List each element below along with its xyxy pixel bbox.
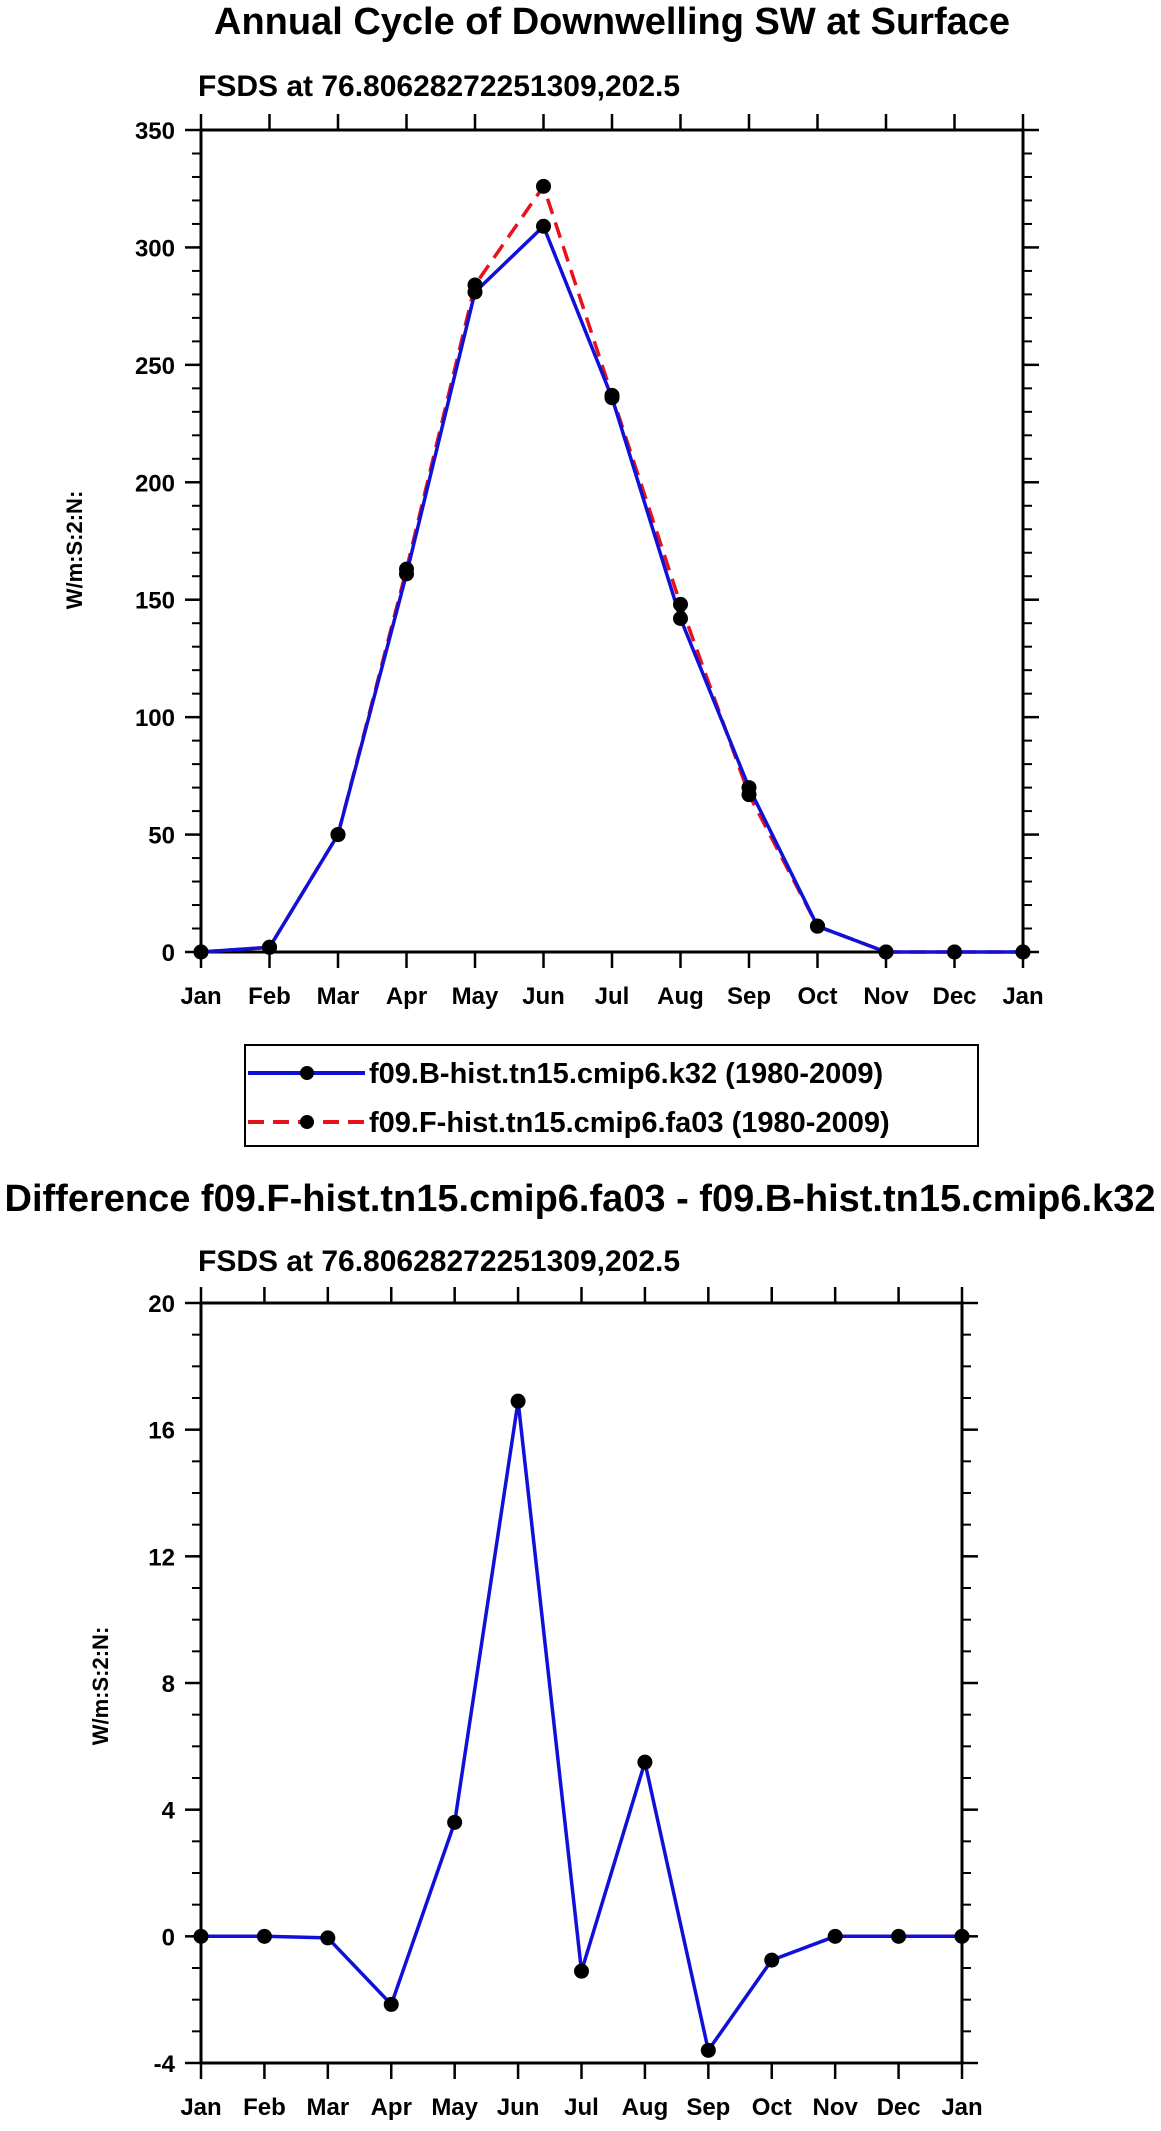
data-point — [947, 944, 962, 960]
legend-box — [244, 1044, 979, 1147]
legend-label-f-hist: f09.F-hist.tn15.cmip6.fa03 (1980-2009) — [369, 1107, 890, 1139]
x-tick-label: Jul — [564, 2094, 599, 2121]
data-point — [193, 944, 209, 960]
chart1-title: Annual Cycle of Downwelling SW at Surfac… — [214, 1, 1010, 43]
x-tick-label: Jun — [497, 2094, 540, 2121]
x-tick-label: Jul — [595, 983, 630, 1010]
data-point — [256, 1928, 272, 1944]
data-point — [383, 1996, 399, 2012]
y-tick-label: 0 — [162, 1924, 175, 1951]
data-point — [673, 596, 688, 612]
data-point — [878, 944, 894, 960]
data-point — [574, 1963, 589, 1979]
chart2-subtitle: FSDS at 76.80628272251309,202.5 — [198, 1245, 680, 1278]
data-point — [262, 939, 277, 955]
data-point — [741, 780, 757, 796]
x-tick-label: Sep — [686, 2094, 730, 2121]
chart1-tick-labels: Jan Feb Mar Apr May Jun Jul Aug Sep Oct Nov Dec Jan0… — [135, 118, 1044, 1010]
y-tick-label: 50 — [148, 823, 175, 850]
x-tick-label: Dec — [932, 983, 976, 1010]
series-line — [200, 184, 1023, 954]
x-tick-label: Apr — [386, 983, 427, 1010]
x-tick-label: Feb — [248, 983, 291, 1010]
data-point — [764, 1952, 780, 1968]
y-tick-label: 350 — [135, 118, 175, 145]
chart2-ticks — [185, 1287, 978, 2079]
chart2-series — [193, 1393, 970, 2058]
data-point — [700, 2042, 716, 2058]
legend-marker-b-hist — [300, 1066, 314, 1080]
x-tick-label: Mar — [306, 2094, 349, 2121]
annual-cycle-chart: Annual Cycle of Downwelling SW at Surfac… — [62, 1, 1044, 1010]
data-point — [330, 827, 346, 843]
data-point — [1015, 944, 1031, 960]
x-tick-label: Jan — [180, 2094, 221, 2121]
y-tick-label: 0 — [162, 940, 175, 967]
chart2-plot-frame — [199, 1301, 964, 2065]
x-tick-label: Jan — [180, 983, 221, 1010]
x-tick-label: Jun — [522, 983, 565, 1010]
data-point — [637, 1754, 653, 1770]
x-tick-label: Mar — [317, 983, 360, 1010]
data-point — [320, 1930, 336, 1946]
legend: f09.B-hist.tn15.cmip6.k32 (1980-2009) f0… — [244, 1044, 979, 1147]
y-tick-label: 300 — [135, 235, 175, 262]
data-point — [891, 1928, 907, 1944]
data-point — [604, 390, 620, 406]
data-point — [193, 1928, 209, 1944]
chart2-y-axis-label: W/m:S:2:N: — [88, 1627, 113, 1746]
y-tick-label: 8 — [162, 1671, 175, 1698]
data-point — [827, 1928, 843, 1944]
chart2-title: Difference f09.F-hist.tn15.cmip6.fa03 - … — [5, 1178, 1156, 1220]
x-tick-label: Feb — [243, 2094, 286, 2121]
x-tick-label: Sep — [727, 983, 771, 1010]
x-tick-label: Dec — [877, 2094, 921, 2121]
y-tick-label: 20 — [148, 1291, 175, 1318]
y-tick-label: 200 — [135, 470, 175, 497]
x-tick-label: Jan — [941, 2094, 982, 2121]
x-tick-label: Aug — [622, 2094, 669, 2121]
y-tick-label: 4 — [162, 1798, 176, 1825]
chart1-ticks — [185, 114, 1039, 968]
chart1-series — [193, 178, 1031, 960]
data-point — [954, 1928, 970, 1944]
chart2-tick-labels: Jan Feb Mar Apr May Jun Jul Aug Sep Oct Nov Dec Jan-… — [148, 1291, 982, 2121]
y-tick-label: 16 — [148, 1418, 175, 1445]
data-point — [810, 918, 825, 934]
x-tick-label: Aug — [657, 983, 704, 1010]
data-point — [536, 218, 551, 234]
chart1-plot-frame — [199, 128, 1025, 954]
x-tick-label: Apr — [371, 2094, 412, 2121]
series-line — [200, 224, 1023, 954]
x-tick-label: Oct — [752, 2094, 792, 2121]
x-tick-label: Oct — [797, 983, 837, 1010]
x-tick-label: May — [431, 2094, 478, 2121]
x-tick-label: Nov — [863, 983, 909, 1010]
chart1-subtitle: FSDS at 76.80628272251309,202.5 — [198, 70, 680, 103]
legend-label-b-hist: f09.B-hist.tn15.cmip6.k32 (1980-2009) — [369, 1058, 883, 1090]
x-tick-label: Nov — [812, 2094, 858, 2121]
data-point — [467, 284, 483, 300]
x-tick-label: Jan — [1002, 983, 1043, 1010]
y-tick-label: 100 — [135, 705, 175, 732]
data-point — [399, 566, 414, 582]
legend-marker-f-hist — [300, 1115, 314, 1129]
y-tick-label: 250 — [135, 353, 175, 380]
series-line — [201, 1399, 962, 2053]
y-tick-label: -4 — [154, 2051, 176, 2078]
chart1-y-axis-label: W/m:S:2:N: — [62, 491, 87, 610]
data-point — [447, 1814, 463, 1830]
data-point — [673, 611, 688, 627]
data-point — [510, 1393, 526, 1409]
data-point — [536, 178, 551, 194]
x-tick-label: May — [452, 983, 499, 1010]
y-tick-label: 12 — [148, 1544, 175, 1571]
difference-chart: Difference f09.F-hist.tn15.cmip6.fa03 - … — [5, 1178, 1156, 2121]
y-tick-label: 150 — [135, 588, 175, 615]
